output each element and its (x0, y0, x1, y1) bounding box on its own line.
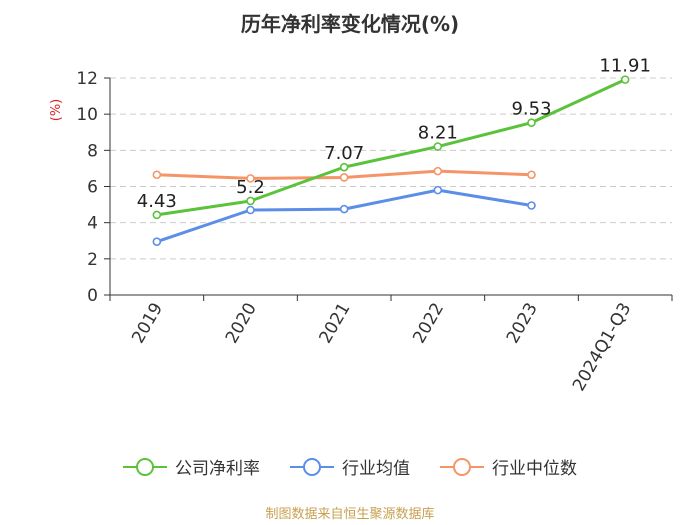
series-line (156, 78, 626, 217)
data-point (620, 75, 630, 84)
x-tick-label: 2024Q1-Q3 (569, 300, 636, 395)
y-tick-label: 10 (76, 105, 98, 125)
data-point (433, 166, 443, 176)
data-point (433, 185, 443, 195)
y-tick-label: 12 (76, 69, 98, 89)
series-line (156, 188, 532, 244)
data-point (152, 237, 162, 246)
legend-label: 行业均值 (342, 459, 410, 479)
data-label: 5.2 (236, 177, 265, 198)
data-label: 4.43 (137, 191, 177, 212)
data-label: 9.53 (511, 99, 551, 120)
data-point (152, 170, 162, 180)
data-label: 11.91 (599, 56, 651, 77)
x-tick-label: 2019 (128, 300, 167, 347)
y-tick-label: 0 (87, 286, 98, 306)
data-point (246, 196, 255, 206)
x-tick-label: 2023 (503, 300, 542, 347)
x-tick-label: 2021 (316, 300, 355, 347)
y-axis-label: (%) (49, 99, 64, 122)
y-tick-label: 4 (87, 214, 98, 234)
data-point (246, 205, 255, 215)
legend-swatch (290, 457, 334, 476)
legend-label: 行业中位数 (492, 459, 577, 479)
data-label: 8.21 (418, 123, 458, 144)
legend: 公司净利率 行业均值 行业中位数 (0, 454, 700, 479)
y-tick-label: 8 (87, 141, 98, 161)
legend-item[interactable]: 公司净利率 (123, 454, 260, 479)
legend-swatch (440, 457, 484, 476)
data-point (152, 210, 162, 220)
data-point (246, 174, 255, 183)
data-point (527, 118, 536, 127)
legend-label: 公司净利率 (175, 459, 260, 479)
data-point (433, 142, 443, 151)
chart-title: 历年净利率变化情况(%) (240, 12, 460, 36)
legend-item[interactable]: 行业中位数 (440, 454, 577, 479)
x-tick-label: 2022 (409, 300, 448, 347)
data-point (339, 173, 349, 182)
data-point (527, 201, 536, 210)
data-label: 7.07 (324, 143, 364, 164)
legend-item[interactable]: 行业均值 (290, 454, 410, 479)
y-tick-label: 6 (87, 178, 98, 198)
data-point (339, 204, 349, 214)
data-point (339, 162, 349, 172)
legend-swatch (123, 457, 167, 476)
data-point (527, 170, 536, 180)
y-tick-label: 2 (87, 250, 98, 270)
x-tick-label: 2020 (222, 300, 261, 347)
source-note: 制图数据来自恒生聚源数据库 (265, 507, 435, 522)
